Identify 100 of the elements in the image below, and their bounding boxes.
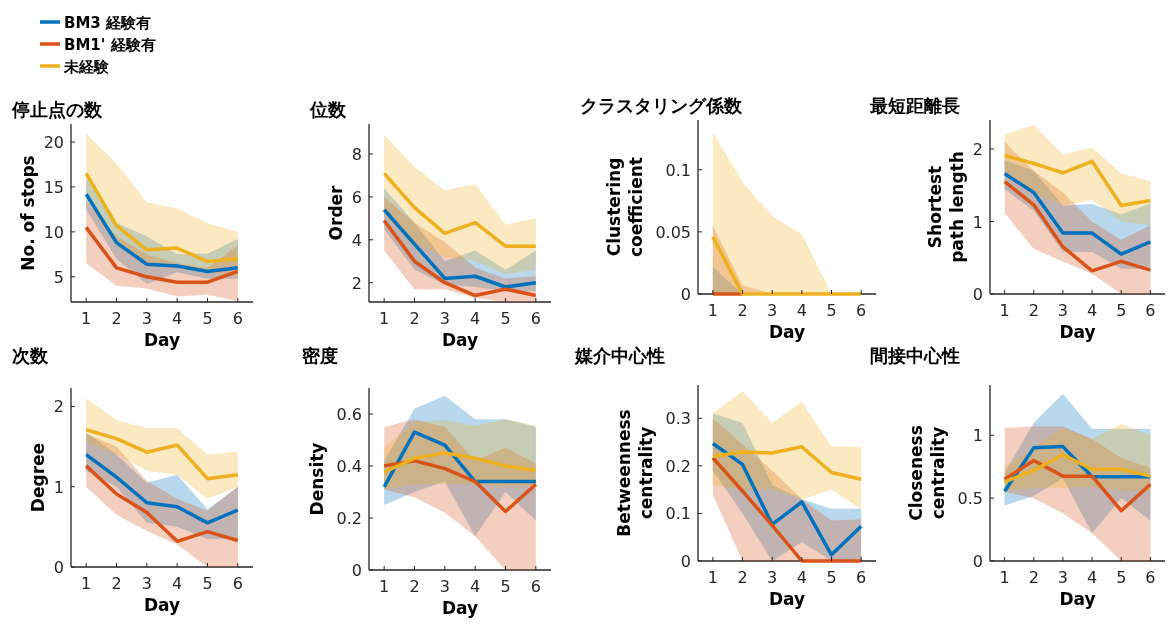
y-axis-title: Order: [325, 184, 346, 241]
x-tick-label: 6: [530, 309, 541, 328]
line-series: [711, 441, 863, 557]
line-series: [711, 445, 863, 481]
y-tick-label: 20: [43, 132, 64, 152]
x-tick-label: 6: [1145, 301, 1156, 320]
chart-title: 間接中心性: [870, 345, 960, 366]
x-tick-label: 2: [737, 568, 748, 587]
x-tick-label: 2: [409, 577, 420, 596]
y-tick-label: 0: [351, 561, 362, 580]
x-tick-label: 3: [439, 309, 450, 328]
x-tick-label: 4: [172, 574, 183, 593]
y-tick-label: 0: [53, 558, 64, 577]
y-tick-label: 2: [351, 273, 362, 293]
y-tick-label: 0: [972, 552, 983, 571]
x-tick-label: 4: [172, 309, 183, 328]
x-tick-label: 6: [856, 568, 867, 587]
x-tick-label: 4: [1086, 301, 1098, 320]
x-tick-label: 1: [999, 301, 1010, 320]
chart-title: 次数: [12, 345, 49, 366]
y-tick-label: 0: [972, 285, 983, 304]
x-tick-label: 1: [707, 301, 718, 320]
x-tick-label: 1: [379, 577, 390, 596]
y-tick-label: 0.5: [957, 489, 983, 509]
x-tick-label: 2: [1028, 568, 1039, 587]
x-tick-label: 4: [796, 568, 807, 587]
y-tick-label: 0.1: [665, 160, 691, 180]
line-series: [711, 456, 863, 563]
x-tick-label: 5: [1116, 568, 1127, 587]
x-axis-title: Day: [768, 322, 806, 342]
y-axis-title: No. of stops: [18, 155, 38, 271]
line-series: [382, 208, 538, 289]
line-series: [1002, 179, 1153, 273]
chart-title: 密度: [302, 345, 338, 366]
y-tick-label: 0.2: [665, 456, 691, 476]
x-tick-label: 6: [232, 309, 243, 328]
x-tick-label: 2: [409, 309, 420, 328]
line-series: [1002, 171, 1153, 256]
y-tick-label: 0.4: [336, 457, 362, 476]
x-tick-label: 2: [737, 301, 748, 320]
legend-label: BM1' 経験有: [64, 36, 156, 54]
y-tick-label: 8: [351, 145, 362, 165]
y-axis-title: Clustering coefficient: [604, 157, 646, 257]
line-series: [1002, 458, 1153, 513]
line-series: [1002, 153, 1153, 208]
line-series: [84, 192, 240, 274]
chart-title: 最短距離長: [869, 95, 960, 116]
chart-title: 媒介中心性: [574, 345, 665, 366]
x-tick-label: 4: [796, 301, 807, 320]
x-tick-label: 3: [439, 577, 450, 596]
x-tick-label: 5: [826, 301, 837, 320]
y-axis-title: Density: [306, 442, 327, 516]
x-tick-label: 2: [1028, 301, 1039, 320]
line-series: [84, 171, 240, 264]
y-axis-title: Closeness centrality: [905, 425, 948, 521]
y-axis-title: Betweenness centrality: [613, 409, 656, 537]
x-axis-title: Day: [441, 330, 479, 350]
line-series: [1002, 453, 1153, 484]
y-tick-label: 1: [972, 212, 983, 232]
x-tick-label: 3: [767, 568, 778, 587]
x-axis-title: Day: [143, 595, 181, 615]
y-tick-label: 0.3: [665, 409, 691, 429]
y-tick-label: 1: [972, 426, 983, 446]
x-tick-label: 5: [1116, 301, 1127, 320]
x-tick-label: 3: [141, 574, 152, 593]
x-tick-label: 3: [767, 301, 778, 320]
line-series: [382, 451, 538, 474]
chart-title: 位数: [309, 99, 347, 120]
x-tick-label: 2: [111, 574, 122, 593]
x-tick-label: 3: [1057, 301, 1069, 320]
y-tick-label: 15: [43, 177, 64, 197]
y-tick-label: 0.2: [336, 509, 362, 528]
y-tick-label: 5: [53, 267, 64, 287]
x-tick-label: 5: [202, 309, 213, 328]
line-series: [84, 225, 240, 284]
x-tick-label: 6: [530, 577, 541, 596]
x-tick-label: 6: [232, 574, 243, 593]
x-tick-label: 6: [1145, 568, 1156, 587]
x-tick-label: 1: [81, 574, 92, 593]
line-series: [382, 459, 538, 514]
x-axis-title: Day: [143, 330, 181, 350]
line-series: [382, 171, 538, 248]
x-tick-label: 1: [999, 568, 1010, 587]
x-tick-label: 3: [1057, 568, 1069, 587]
x-tick-label: 5: [500, 577, 511, 596]
y-tick-label: 1: [53, 477, 64, 497]
legend-label: BM3 経験有: [64, 14, 152, 32]
y-tick-label: 0: [680, 552, 691, 571]
y-tick-label: 10: [43, 222, 64, 242]
x-tick-label: 1: [707, 568, 718, 587]
y-axis-title: Shortest path length: [924, 151, 967, 263]
x-axis-title: Day: [1059, 589, 1096, 609]
y-tick-label: 0.6: [336, 405, 362, 424]
x-tick-label: 1: [379, 309, 390, 328]
x-tick-label: 4: [470, 309, 481, 328]
y-tick-label: 2: [53, 397, 64, 417]
x-tick-label: 3: [141, 309, 152, 328]
y-tick-label: 0: [680, 285, 691, 304]
x-tick-label: 4: [1086, 568, 1098, 587]
line-series: [84, 427, 240, 481]
